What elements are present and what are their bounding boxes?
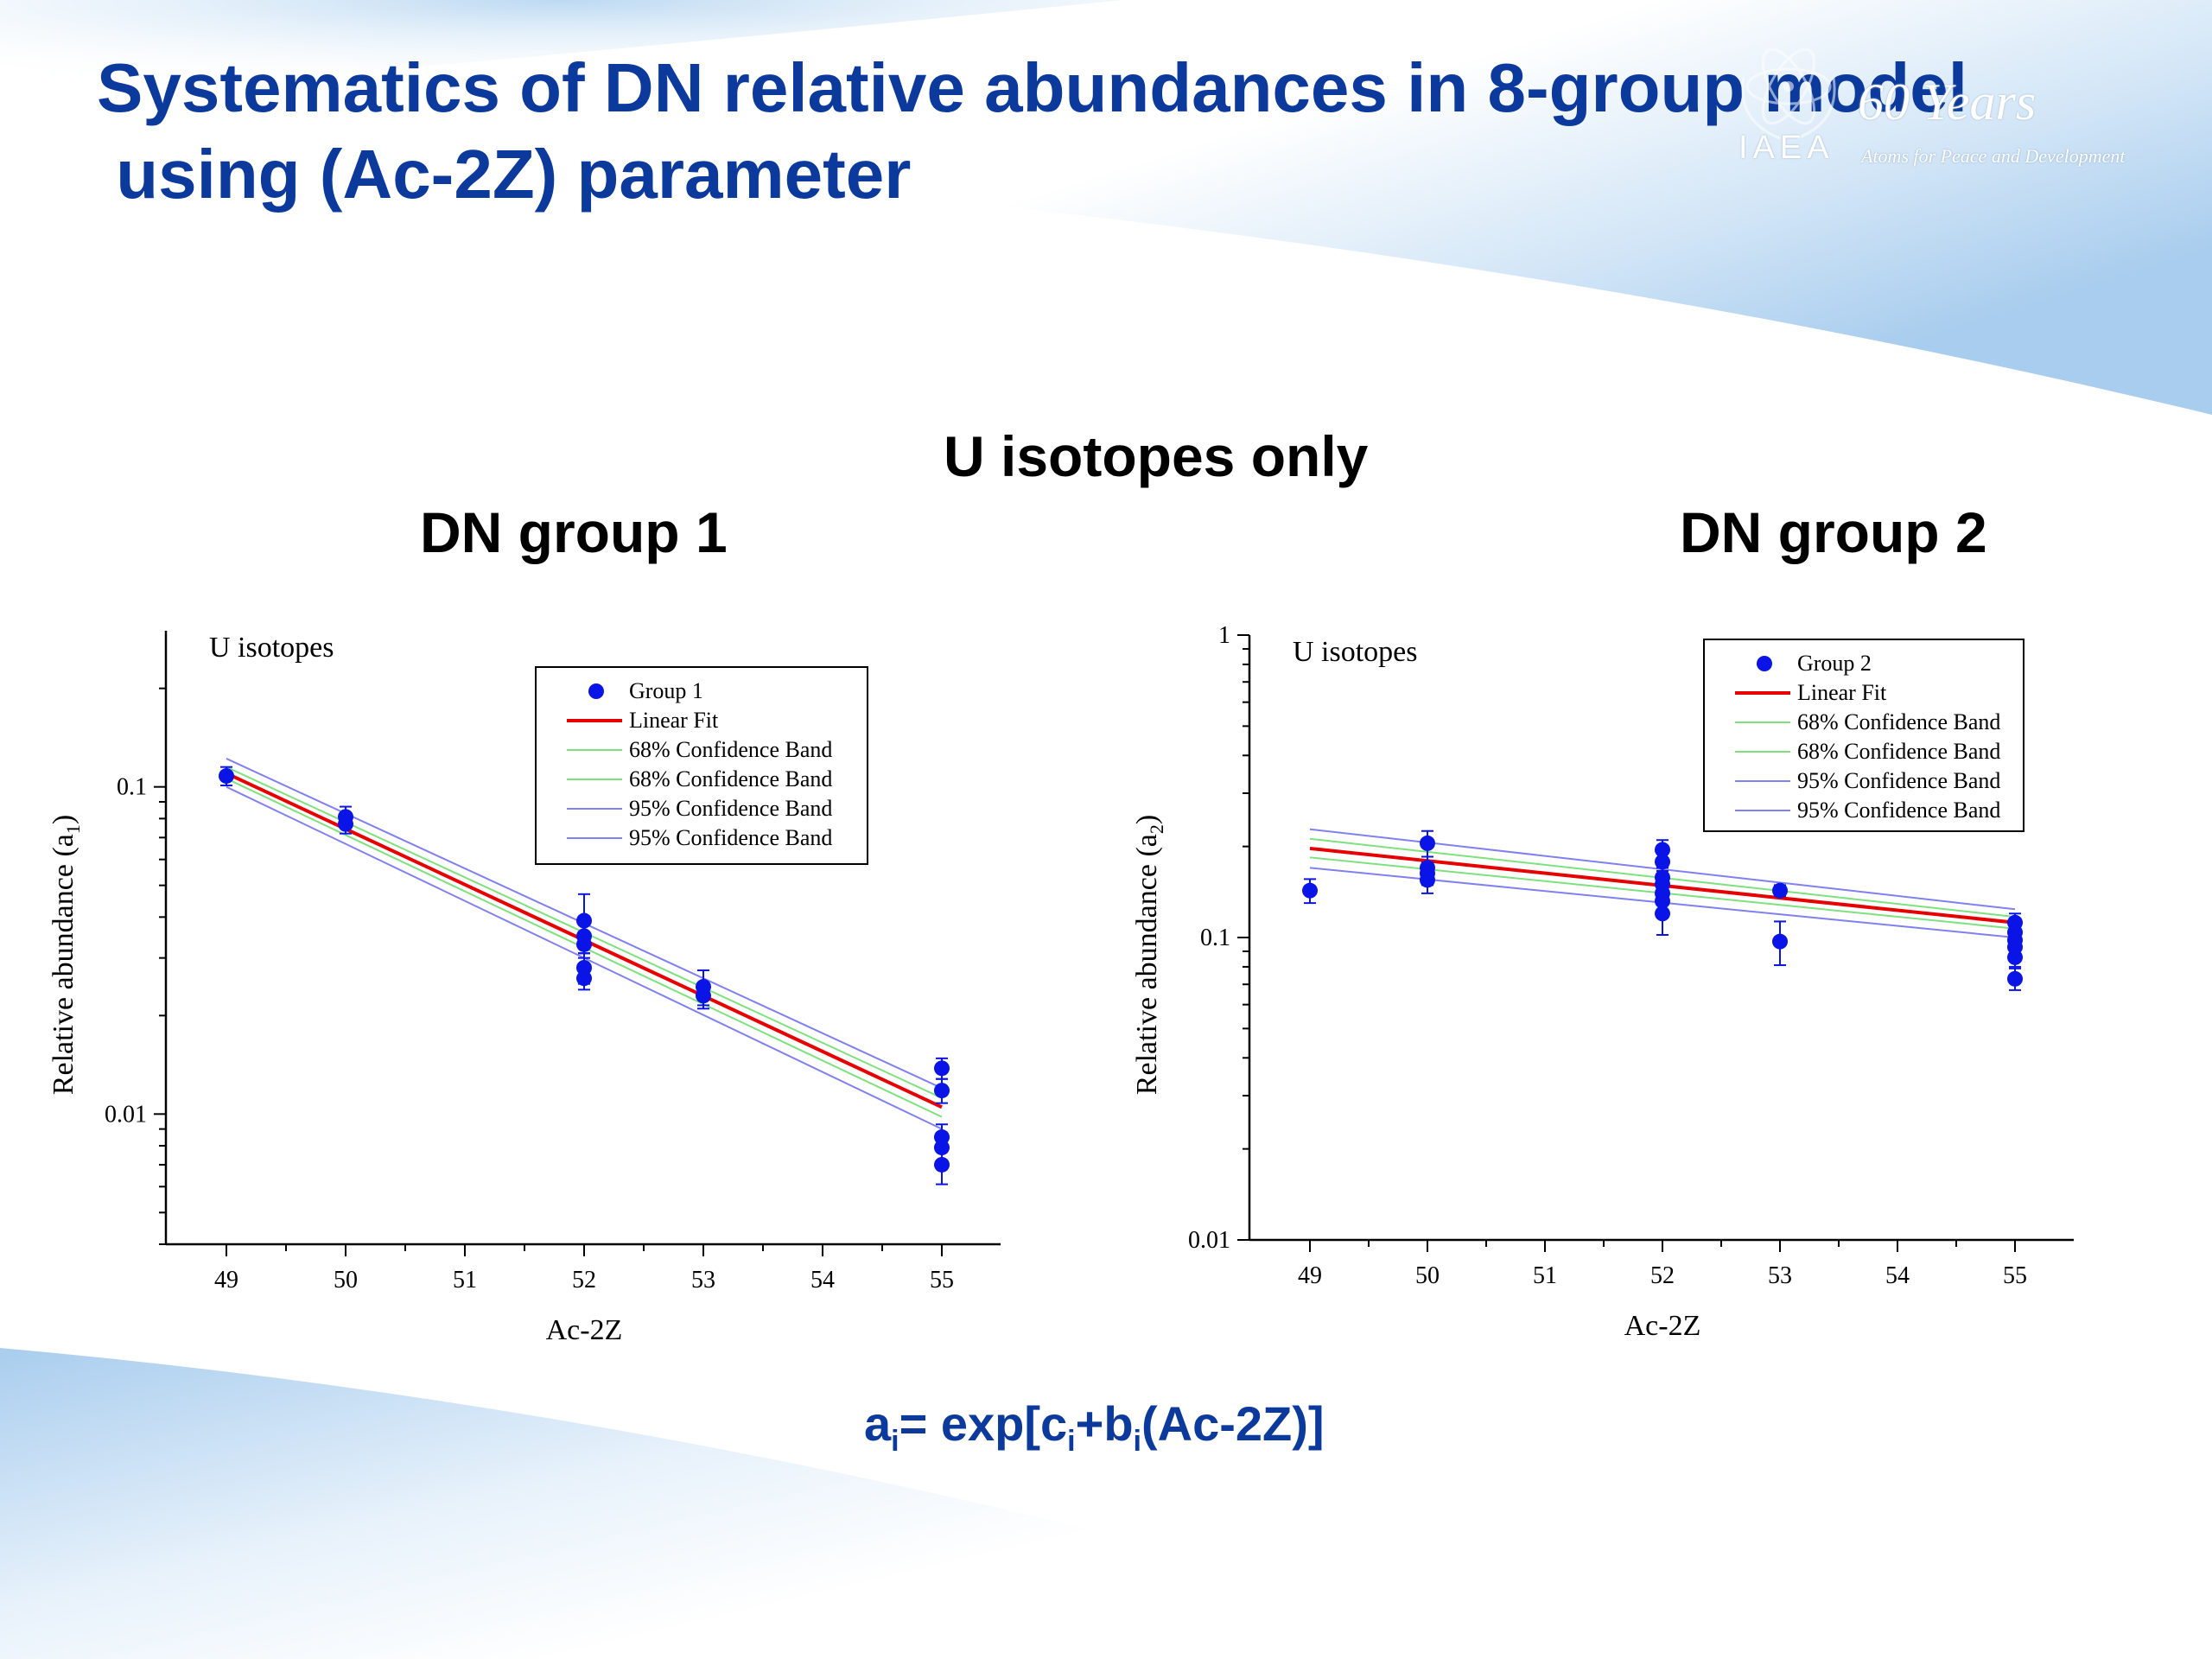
y-axis-label-sub: 1 (62, 824, 84, 834)
x-tick-label: 53 (1768, 1262, 1792, 1289)
subtitle-group-1: DN group 1 (420, 500, 728, 564)
x-tick-label: 54 (810, 1267, 835, 1294)
y-axis-label: Relative abundance (a2) (1131, 815, 1167, 1095)
title-line-2: using (Ac-2Z) parameter (97, 136, 912, 213)
x-tick-label: 49 (1298, 1262, 1322, 1289)
x-axis-label: Ac-2Z (1624, 1310, 1701, 1342)
x-tick-label: 55 (930, 1267, 954, 1294)
logo-iaea-text: IAEA (1738, 130, 1834, 166)
y-axis-label-sub: 2 (1146, 824, 1167, 834)
data-point (219, 768, 234, 785)
formula-a: a (864, 1396, 892, 1451)
formula-sub-1: i (891, 1425, 899, 1459)
y-tick-label: 0.1 (1200, 925, 1230, 951)
x-tick-label: 52 (1650, 1262, 1675, 1289)
legend-box (535, 666, 868, 865)
data-point (934, 1156, 950, 1173)
x-tick-label: 52 (572, 1267, 596, 1294)
formula-mid-1: = exp[c (899, 1396, 1068, 1451)
chart-group-1: 49 50 51 52 53 54 55 0.1 0.01 Ac-2Z Relative abund… (48, 631, 1001, 1346)
y-axis-label-end: ) (1131, 815, 1163, 824)
data-point (1420, 872, 1435, 888)
slide-title: Systematics of DN relative abundances in… (97, 45, 1967, 218)
legend-label: Group 2 (1797, 651, 1872, 676)
logo-years-text: 60 Years (1858, 73, 2037, 130)
legend-label: 68% Confidence Band (629, 737, 832, 762)
data-point (934, 1060, 950, 1077)
chart-annotation: U isotopes (1293, 636, 1418, 668)
legend-label: 68% Confidence Band (1797, 739, 2000, 764)
subtitle-main: U isotopes only (944, 424, 1369, 488)
y-axis-label-main: Relative abundance (a (48, 834, 79, 1095)
legend-marker (588, 683, 604, 699)
data-point (576, 936, 592, 952)
x-tick-label: 51 (1533, 1262, 1557, 1289)
data-point (934, 1083, 950, 1099)
data-point (1655, 906, 1670, 922)
y-axis-label: Relative abundance (a1) (48, 815, 84, 1095)
y-tick-label: 1 (1218, 622, 1230, 649)
formula: ai= exp[ci+bi(Ac-2Z)] (864, 1395, 1325, 1459)
data-point (576, 970, 592, 987)
legend-label: 95% Confidence Band (629, 796, 832, 821)
y-axis-label-end: ) (48, 815, 79, 824)
y-tick-label: 0.01 (105, 1101, 147, 1128)
legend-label: 95% Confidence Band (1797, 798, 2000, 823)
data-point (1420, 835, 1435, 851)
x-tick-label: 55 (2003, 1262, 2027, 1289)
data-point (1302, 882, 1318, 899)
y-axis-label-main: Relative abundance (a (1131, 834, 1163, 1095)
data-point (2007, 970, 2023, 987)
data-point (1772, 933, 1788, 950)
legend-label: 68% Confidence Band (629, 766, 832, 791)
title-line-1: Systematics of DN relative abundances in… (97, 49, 1967, 126)
legend-box (1703, 639, 2024, 832)
y-tick-label: 0.1 (117, 774, 147, 801)
x-tick-label: 51 (453, 1267, 477, 1294)
data-point (696, 988, 711, 1004)
formula-mid-2: +b (1075, 1396, 1134, 1451)
x-tick-label: 54 (1885, 1262, 1910, 1289)
formula-sub-3: i (1133, 1425, 1141, 1459)
x-axis-label: Ac-2Z (546, 1314, 623, 1346)
legend-label: 68% Confidence Band (1797, 709, 2000, 734)
legend-label: Group 1 (629, 678, 703, 703)
x-tick-label: 50 (1415, 1262, 1440, 1289)
chart-annotation: U isotopes (209, 632, 334, 664)
subtitle-group-2: DN group 2 (1680, 500, 1987, 564)
legend-label: 95% Confidence Band (629, 825, 832, 850)
formula-sub-2: i (1067, 1425, 1076, 1459)
data-point (1772, 882, 1788, 899)
data-point (1655, 854, 1670, 870)
iaea-emblem-icon (1741, 48, 1836, 140)
data-point (338, 816, 353, 832)
legend-label: Linear Fit (629, 708, 719, 733)
legend-label: Linear Fit (1797, 680, 1887, 705)
y-tick-label: 0.01 (1188, 1227, 1230, 1254)
formula-end: (Ac-2Z)] (1141, 1396, 1325, 1451)
x-tick-label: 53 (691, 1267, 715, 1294)
chart-group-2: 49 50 51 52 53 54 55 1 0.1 0.01 Ac-2Z Relative abun… (1131, 622, 2074, 1342)
x-tick-label: 49 (214, 1267, 238, 1294)
legend-label: 95% Confidence Band (1797, 768, 2000, 793)
x-tick-label: 50 (334, 1267, 358, 1294)
data-point (2007, 949, 2023, 965)
logo-tagline: Atoms for Peace and Development (1861, 145, 2126, 167)
legend-marker (1757, 656, 1772, 671)
